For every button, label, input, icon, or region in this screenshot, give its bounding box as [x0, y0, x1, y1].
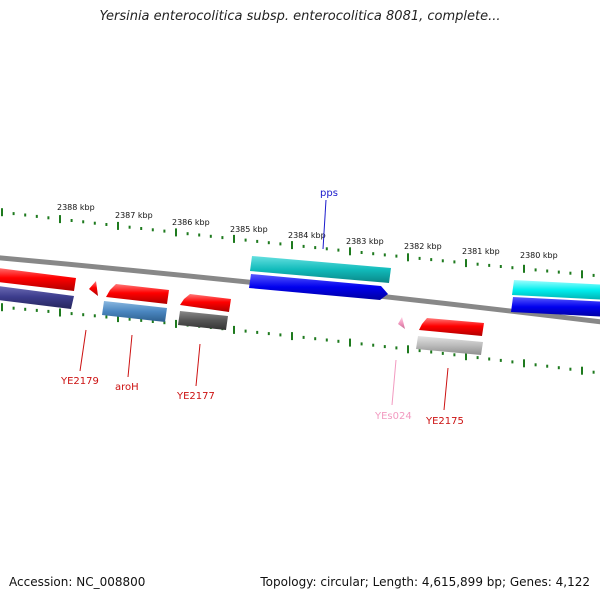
- gene-feature-lightgray-YE2175[interactable]: [416, 336, 483, 355]
- gene-feature-pink-YEs024[interactable]: [398, 317, 405, 329]
- gene-feature-teal-pps[interactable]: [250, 256, 391, 283]
- gene-label-pps[interactable]: pps: [320, 188, 338, 199]
- gene-feature-blue-pps[interactable]: [249, 274, 388, 300]
- gene-label-YEs024[interactable]: YEs024: [374, 411, 412, 422]
- gene-feature-cyan-right[interactable]: [512, 280, 600, 300]
- page-title: Yersinia enterocolitica subsp. enterocol…: [99, 9, 501, 24]
- gene-label-YE2179[interactable]: YE2179: [60, 376, 99, 387]
- ruler-label: 2388 kbp: [57, 203, 95, 212]
- gene-label-YE2175[interactable]: YE2175: [425, 416, 464, 427]
- leader-line-YE2175: [443, 367, 449, 411]
- ruler-label: 2384 kbp: [288, 231, 326, 240]
- leader-line-pps: [322, 199, 327, 250]
- gene-feature-steel-aroH[interactable]: [102, 301, 167, 322]
- topology-text: Topology: circular; Length: 4,615,899 bp…: [260, 575, 590, 589]
- gene-feature-red-left[interactable]: [0, 267, 76, 291]
- ruler-label: 2381 kbp: [462, 247, 500, 256]
- ruler-label: 2380 kbp: [520, 251, 558, 260]
- ruler-upper-ticks: [1, 208, 595, 279]
- leader-line-YE2179: [79, 329, 87, 372]
- ruler-lower-ticks: [1, 303, 595, 375]
- ruler-labels: 2388 kbp 2387 kbp 2386 kbp 2385 kbp 2384…: [57, 203, 558, 260]
- gene-label-YE2177[interactable]: YE2177: [176, 391, 215, 402]
- ruler-label: 2382 kbp: [404, 242, 442, 251]
- accession-text: Accession: NC_008800: [9, 575, 146, 589]
- ruler-label: 2387 kbp: [115, 211, 153, 220]
- gene-feature-red-YE2175[interactable]: [419, 318, 484, 336]
- ruler-label: 2385 kbp: [230, 225, 268, 234]
- ruler-label: 2383 kbp: [346, 237, 384, 246]
- gene-feature-small-red[interactable]: [89, 281, 98, 296]
- gene-label-aroH[interactable]: aroH: [115, 382, 139, 393]
- leader-line-YEs024: [391, 359, 397, 406]
- gene-feature-red-YE2177[interactable]: [180, 294, 231, 312]
- gene-feature-navy-left[interactable]: [0, 285, 74, 309]
- gene-feature-darkgray-YE2177[interactable]: [178, 311, 228, 330]
- gene-feature-blue-right[interactable]: [511, 297, 600, 317]
- leader-line-aroH: [127, 334, 133, 378]
- leader-line-YE2177: [195, 343, 201, 387]
- ruler-label: 2386 kbp: [172, 218, 210, 227]
- gene-feature-red-aroH-upper[interactable]: [106, 284, 169, 304]
